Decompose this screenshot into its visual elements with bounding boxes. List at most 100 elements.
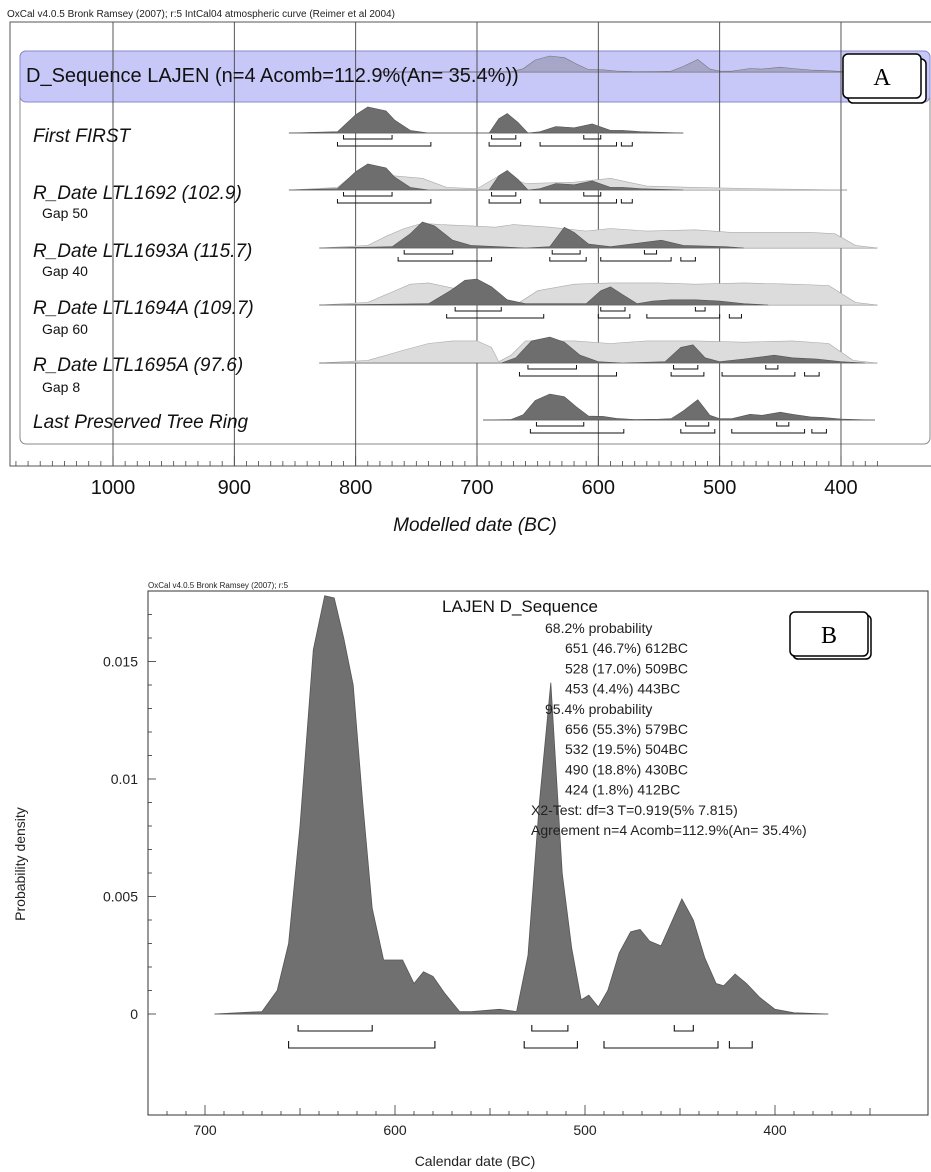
hpd-95-bracket [597, 314, 631, 319]
row-label: R_Date LTL1692 (102.9) [33, 183, 242, 204]
hpd-68-bracket [765, 365, 779, 370]
hpd-95-bracket [600, 257, 672, 262]
hpd-68-bracket [685, 422, 710, 427]
hpd-68-bracket [643, 250, 658, 255]
hpd-95-bracket [518, 372, 618, 377]
panel-b-label-box [789, 611, 869, 657]
hpd-95-bracket [646, 314, 721, 319]
posterior-distribution [319, 336, 866, 364]
hpd-68-bracket [694, 307, 706, 312]
posterior-distribution [288, 106, 684, 134]
hpd-95-bracket [539, 199, 618, 204]
hpd-95-bracket [446, 314, 545, 319]
y-axis-title: Probability density [12, 807, 28, 921]
hpd-68-bracket [403, 250, 454, 255]
hpd-95-bracket [728, 314, 742, 319]
hpd-68-bracket [583, 135, 602, 140]
x-tick-label: 1000 [91, 477, 136, 499]
hpd-95-bracket [620, 142, 633, 147]
row-label: R_Date LTL1694A (109.7) [33, 298, 254, 319]
row-label: Last Preserved Tree Ring [33, 412, 249, 433]
hpd-95-bracket [680, 257, 696, 262]
summary-line: 95.4% probability [545, 701, 652, 717]
y-tick-label: 0.015 [103, 654, 138, 670]
row-0: First FIRST [33, 106, 684, 147]
hpd-95-bracket [488, 199, 522, 204]
hpd-68-bracket [531, 1025, 569, 1032]
row-label: R_Date LTL1693A (115.7) [33, 241, 252, 262]
y-tick-label: 0.01 [111, 771, 138, 787]
hpd-95-bracket [529, 429, 625, 434]
hpd-68-bracket [776, 422, 790, 427]
hpd-68-bracket [454, 307, 502, 312]
panel-b-label: B [821, 623, 837, 649]
hpd-68-bracket [491, 135, 517, 140]
hpd-68-bracket [343, 192, 393, 197]
row-3: R_Date LTL1694A (109.7) Gap 60 [33, 278, 878, 337]
x-tick-label: 400 [763, 1122, 787, 1138]
gap-label: Gap 40 [42, 263, 88, 279]
hpd-95-bracket [523, 1041, 578, 1049]
sequence-title: D_Sequence LAJEN (n=4 Acomb=112.9%(An= 3… [26, 65, 519, 87]
panel-b-title: LAJEN D_Sequence [442, 597, 598, 616]
hpd-68-bracket [583, 192, 602, 197]
x-tick-label: 900 [218, 477, 251, 499]
row-5: Last Preserved Tree Ring [33, 393, 876, 434]
hpd-95-bracket [620, 199, 633, 204]
hpd-95-bracket [811, 429, 827, 434]
x-tick-label: 500 [573, 1122, 597, 1138]
summary-line: 532 (19.5%) 504BC [565, 741, 688, 757]
x-tick-label: 500 [703, 477, 736, 499]
row-4: R_Date LTL1695A (97.6) Gap 8 [33, 336, 878, 395]
summary-line: 490 (18.8%) 430BC [565, 761, 688, 777]
probability-distribution [214, 595, 829, 1015]
summary-line: X2-Test: df=3 T=0.919(5% 7.815) [531, 802, 738, 818]
x-tick-label: 600 [582, 477, 615, 499]
hpd-95-bracket [336, 199, 432, 204]
summary-line: 424 (1.8%) 412BC [565, 782, 680, 798]
x-tick-label: 800 [339, 477, 372, 499]
x-tick-label: 700 [460, 477, 493, 499]
summary-line: Agreement n=4 Acomb=112.9%(An= 35.4%) [531, 822, 807, 838]
hpd-68-bracket [491, 192, 517, 197]
hpd-68-bracket [673, 365, 699, 370]
x-tick-label: 700 [193, 1122, 217, 1138]
hpd-95-bracket [549, 257, 587, 262]
summary-line: 68.2% probability [545, 620, 652, 636]
hpd-68-bracket [673, 1025, 694, 1032]
hpd-95-bracket [488, 142, 522, 147]
hpd-68-bracket [551, 250, 581, 255]
posterior-distribution [319, 278, 769, 306]
row-1: R_Date LTL1692 (102.9)Gap 50 [33, 163, 848, 221]
panel-a-label-box [842, 53, 922, 99]
row-2: R_Date LTL1693A (115.7)Gap 40 [33, 221, 878, 279]
x-tick-label: 600 [383, 1122, 407, 1138]
hpd-95-bracket [539, 142, 618, 147]
summary-line: 651 (46.7%) 612BC [565, 640, 688, 656]
y-tick-label: 0 [130, 1006, 138, 1022]
hpd-95-bracket [721, 372, 796, 377]
hpd-95-bracket [288, 1041, 436, 1049]
hpd-95-bracket [670, 372, 705, 377]
hpd-95-bracket [680, 429, 716, 434]
gap-label: Gap 8 [42, 379, 80, 395]
hpd-95-bracket [336, 142, 432, 147]
row-label: First FIRST [33, 126, 131, 147]
panel-a-caption: OxCal v4.0.5 Bronk Ramsey (2007); r:5 In… [7, 9, 395, 20]
hpd-95-bracket [804, 372, 820, 377]
hpd-95-bracket [397, 257, 493, 262]
posterior-distribution [288, 163, 684, 191]
gap-label: Gap 50 [42, 205, 88, 221]
summary-line: 656 (55.3%) 579BC [565, 721, 688, 737]
hpd-68-bracket [600, 307, 626, 312]
hpd-68-bracket [527, 365, 577, 370]
x-axis-title: Calendar date (BC) [415, 1153, 536, 1169]
hpd-68-bracket [297, 1025, 373, 1032]
hpd-68-bracket [343, 135, 393, 140]
summary-line: 453 (4.4%) 443BC [565, 681, 680, 697]
hpd-95-bracket [603, 1041, 719, 1049]
panel-a-label: A [873, 65, 891, 91]
posterior-distribution [319, 221, 744, 249]
summary-line: 528 (17.0%) 509BC [565, 660, 688, 676]
